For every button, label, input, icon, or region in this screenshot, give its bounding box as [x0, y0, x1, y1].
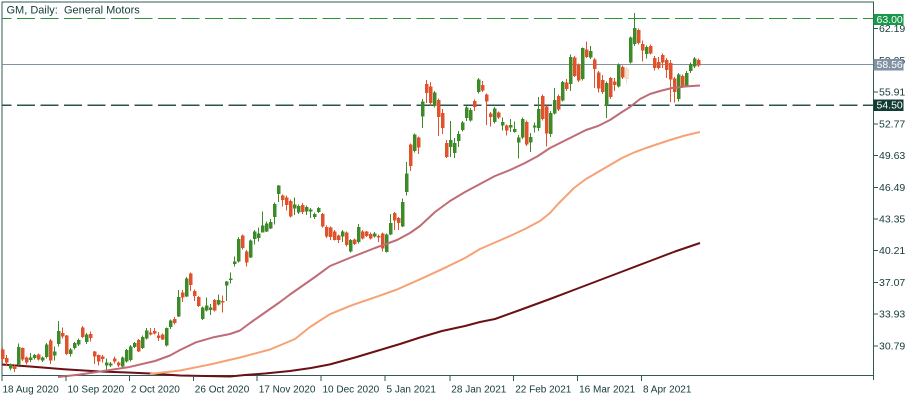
svg-text:63.00: 63.00	[877, 14, 903, 26]
svg-text:33.93: 33.93	[879, 309, 905, 321]
svg-text:40.21: 40.21	[879, 245, 905, 257]
svg-text:GM, Daily: General Motors: GM, Daily: General Motors	[7, 5, 141, 17]
svg-text:5 Jan 2021: 5 Jan 2021	[387, 385, 437, 396]
svg-text:37.07: 37.07	[879, 277, 905, 289]
svg-text:16 Mar 2021: 16 Mar 2021	[579, 385, 636, 396]
svg-text:30.79: 30.79	[879, 340, 905, 352]
svg-text:55.91: 55.91	[879, 87, 905, 99]
svg-text:49.63: 49.63	[879, 150, 905, 162]
svg-text:10 Sep 2020: 10 Sep 2020	[68, 385, 125, 396]
svg-text:2 Oct 2020: 2 Oct 2020	[131, 385, 180, 396]
svg-text:10 Dec 2020: 10 Dec 2020	[323, 385, 380, 396]
svg-text:17 Nov 2020: 17 Nov 2020	[259, 385, 316, 396]
svg-text:52.77: 52.77	[879, 118, 905, 130]
svg-text:22 Feb 2021: 22 Feb 2021	[515, 385, 572, 396]
svg-text:26 Oct 2020: 26 Oct 2020	[195, 385, 250, 396]
svg-text:54.50: 54.50	[877, 100, 903, 112]
svg-text:8 Apr 2021: 8 Apr 2021	[643, 385, 692, 396]
svg-text:62.19: 62.19	[879, 23, 905, 35]
svg-text:58.56: 58.56	[877, 59, 903, 71]
svg-text:18 Aug 2020: 18 Aug 2020	[3, 385, 60, 396]
svg-text:28 Jan 2021: 28 Jan 2021	[451, 385, 506, 396]
svg-text:46.49: 46.49	[879, 182, 905, 194]
svg-text:43.35: 43.35	[879, 214, 905, 226]
